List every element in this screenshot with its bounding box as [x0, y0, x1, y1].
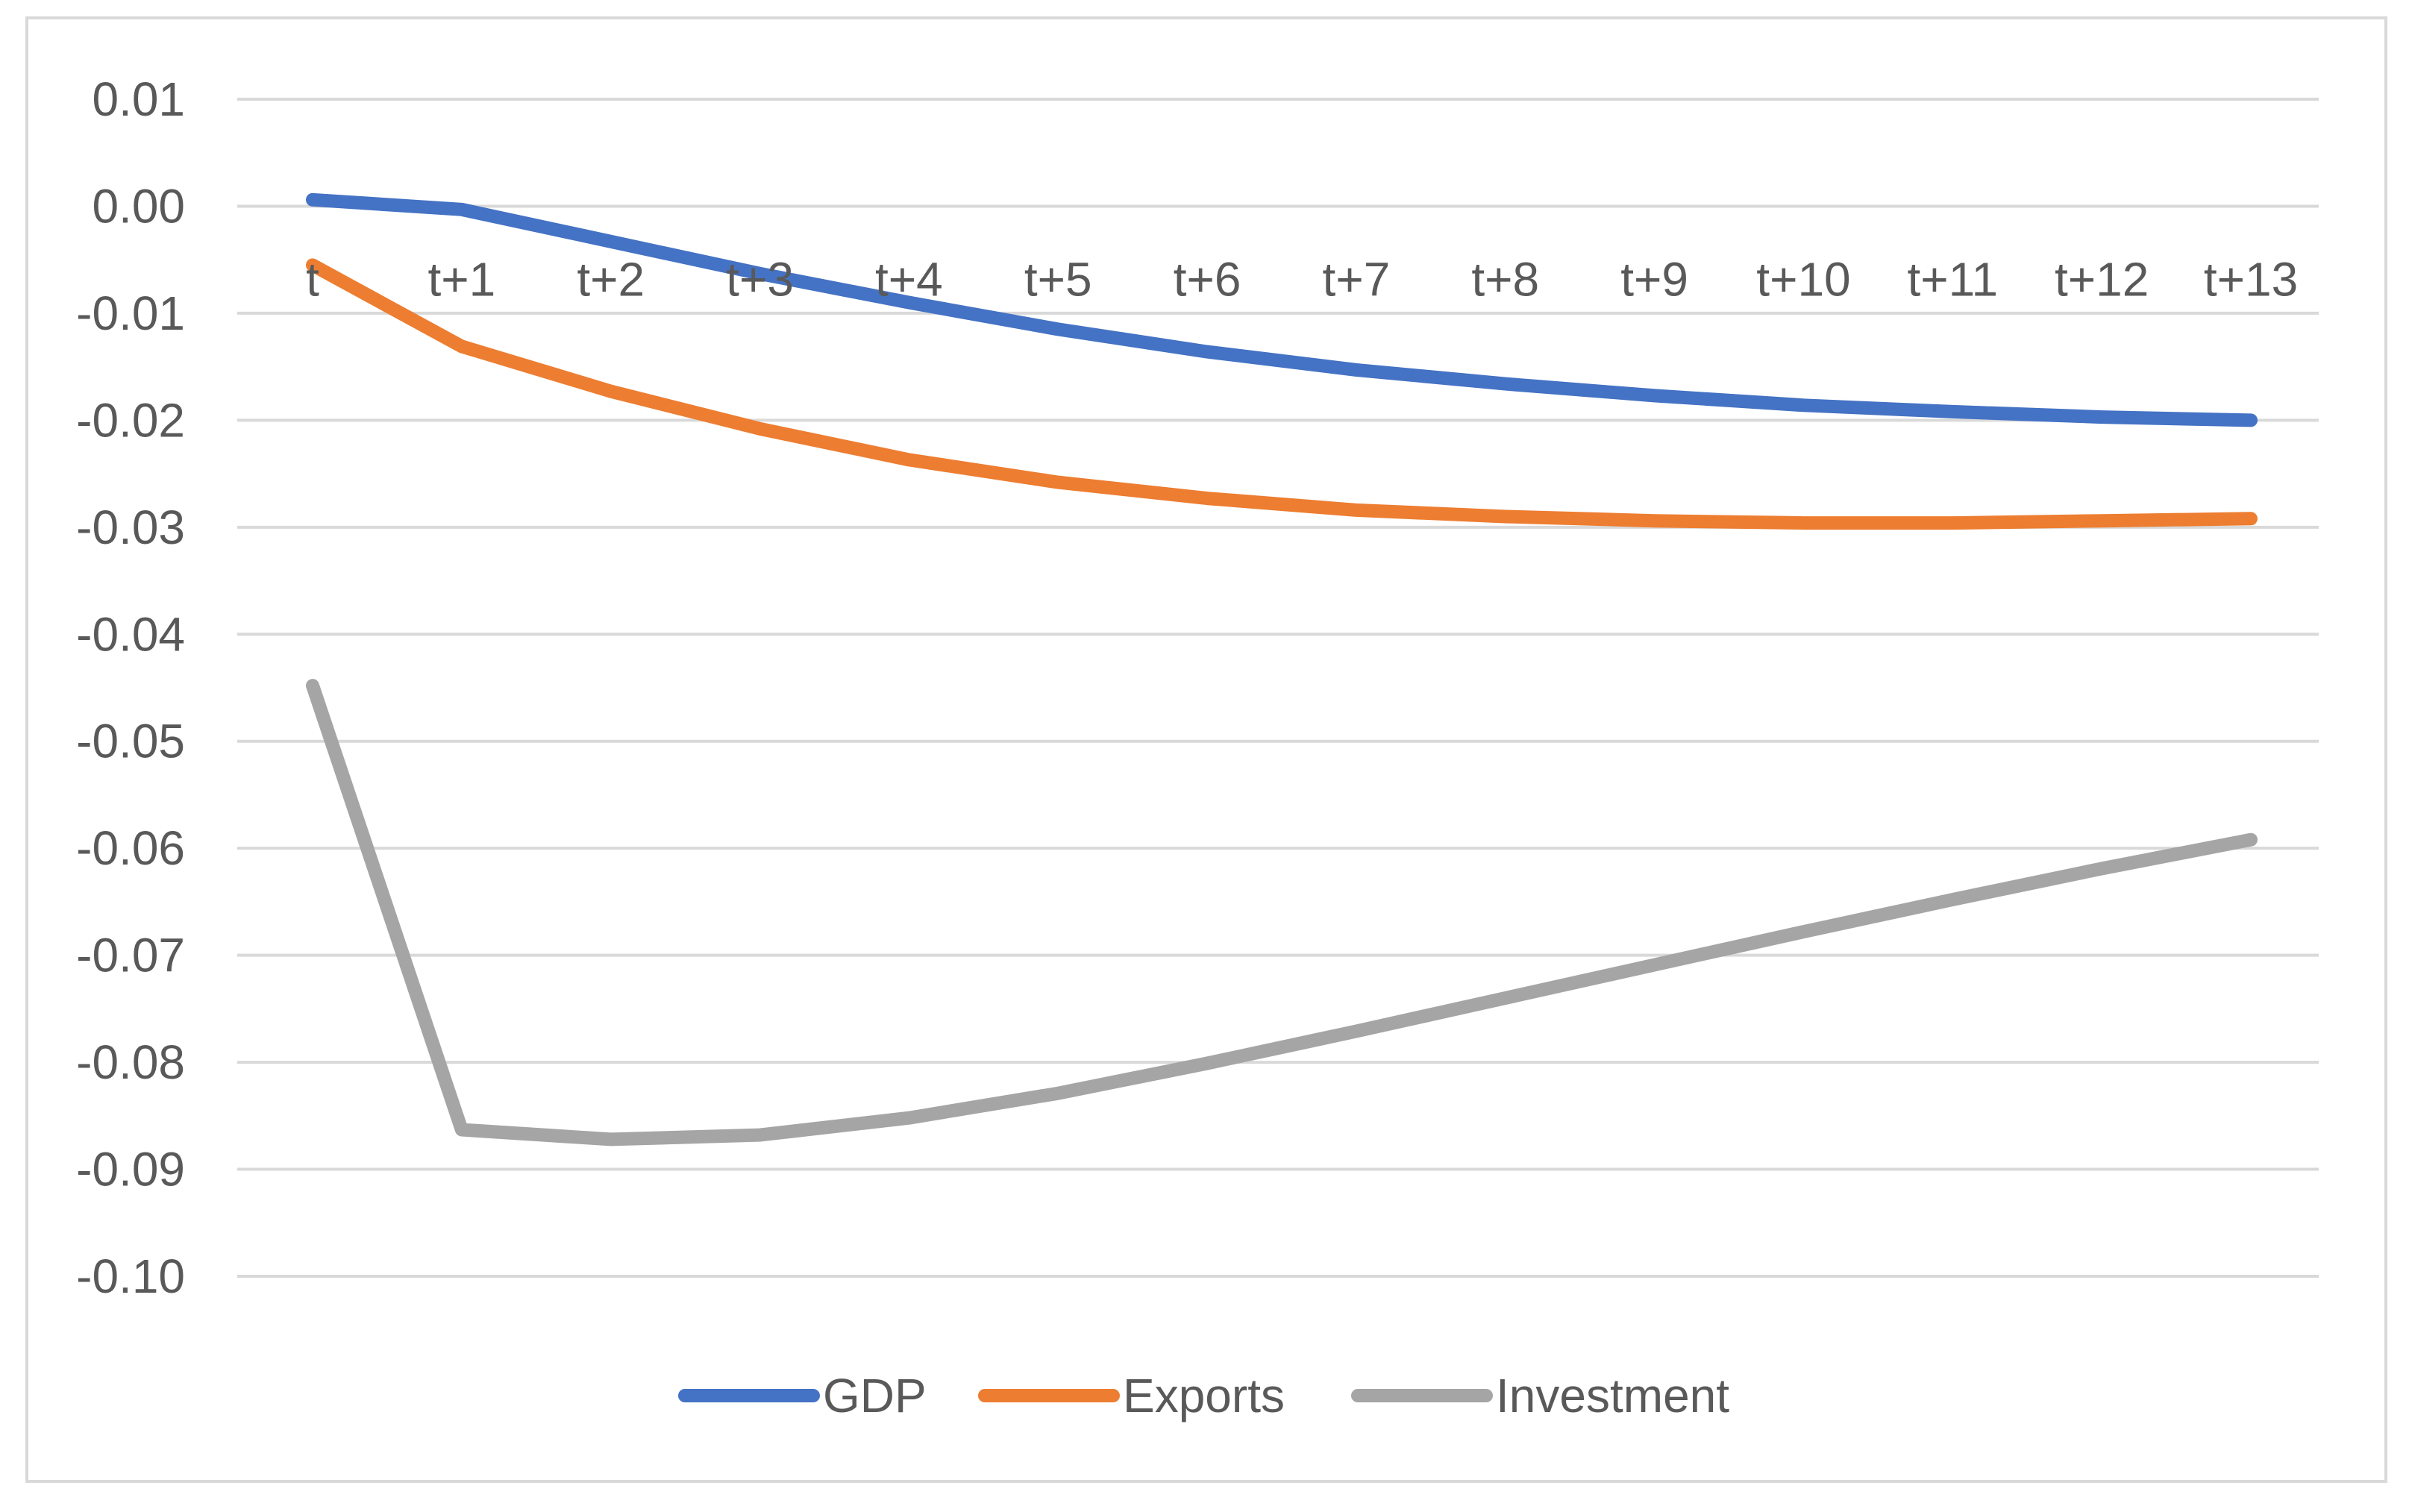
y-tick-label: -0.06	[76, 821, 185, 875]
x-tick-label: t+11	[1908, 252, 1999, 306]
x-tick-label: t+10	[1756, 252, 1850, 306]
legend-label-gdp: GDP	[823, 1369, 927, 1422]
y-tick-label: -0.02	[76, 393, 185, 447]
x-tick-label: t+13	[2204, 252, 2298, 306]
x-tick-label: t+4	[875, 252, 943, 306]
y-tick-label: -0.09	[76, 1143, 185, 1196]
y-tick-label: -0.10	[76, 1249, 185, 1303]
x-tick-label: t+7	[1323, 252, 1391, 306]
line-chart: 0.01 0.00 -0.01 -0.02 -0.03 -0.04 -0.05 -0.06 -0…	[76, 72, 2319, 1422]
y-tick-label: -0.08	[76, 1035, 185, 1089]
x-tick-label: t+6	[1174, 252, 1241, 306]
legend-label-exports: Exports	[1123, 1369, 1285, 1422]
series-line-investment	[306, 679, 2258, 1146]
x-tick-label: t+8	[1471, 252, 1539, 306]
y-tick-label: 0.00	[92, 179, 185, 233]
legend: GDP Exports Investment	[678, 1369, 1729, 1422]
y-tick-label: -0.03	[76, 501, 185, 554]
chart-frame: 0.01 0.00 -0.01 -0.02 -0.03 -0.04 -0.05 -0.06 -0…	[25, 16, 2387, 1483]
series-line-gdp	[306, 192, 2258, 427]
x-tick-label: t+2	[577, 252, 645, 306]
legend-label-investment: Investment	[1496, 1369, 1729, 1422]
y-tick-label: -0.04	[76, 607, 185, 661]
series-line-exports	[306, 258, 2258, 530]
x-tick-label: t	[306, 252, 319, 306]
y-tick-label: 0.01	[92, 72, 185, 126]
x-tick-label: t+12	[2055, 252, 2149, 306]
x-axis-ticks: t t+1 t+2 t+3 t+4 t+5 t+6 t+7 t+8 t+9 t+10 t+11 t+12…	[306, 252, 2298, 306]
y-tick-label: -0.07	[76, 929, 185, 982]
x-tick-label: t+1	[427, 252, 495, 306]
y-axis-ticks: 0.01 0.00 -0.01 -0.02 -0.03 -0.04 -0.05 -0.06 -0…	[76, 72, 185, 1303]
gridlines	[237, 98, 2319, 1278]
x-tick-label: t+5	[1024, 252, 1092, 306]
y-tick-label: -0.01	[76, 286, 185, 340]
x-tick-label: t+9	[1620, 252, 1688, 306]
x-tick-label: t+3	[726, 252, 794, 306]
series-lines	[306, 192, 2258, 1146]
y-tick-label: -0.05	[76, 715, 185, 768]
